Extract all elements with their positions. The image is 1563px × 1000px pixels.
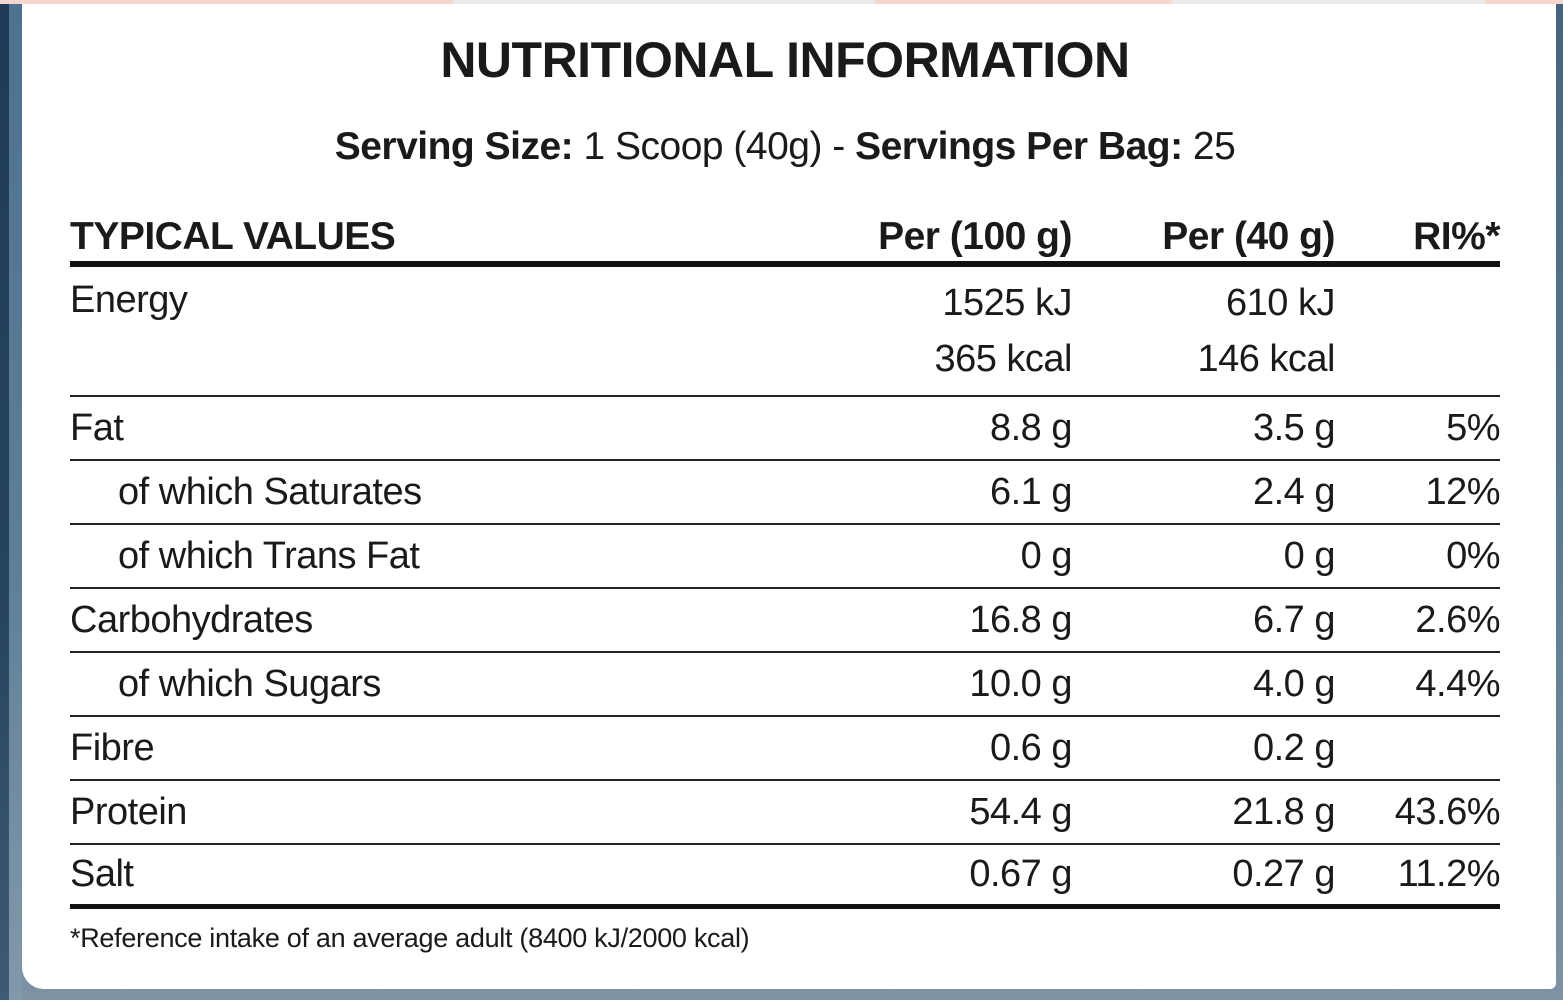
nutrition-card: NUTRITIONAL INFORMATION Serving Size: 1 … (22, 3, 1556, 989)
table-row: of which Saturates 6.1 g 2.4 g 12% (70, 461, 1501, 525)
row-label: of which Trans Fat (118, 534, 420, 577)
header-per-100g: Per (100 g) (878, 215, 1072, 258)
per100-value: 0.67 g (969, 853, 1072, 895)
per40-value: 2.4 g (1252, 470, 1336, 513)
per100-value: 10.0 g (969, 662, 1072, 705)
reference-intake-footnote: *Reference intake of an average adult (8… (70, 923, 750, 953)
top-strip-segment (1484, 0, 1563, 4)
top-strip-segment (453, 0, 876, 4)
table-row: Salt 0.67 g 0.27 g 11.2% (70, 845, 1501, 909)
table-row: of which Sugars 10.0 g 4.0 g 4.4% (70, 653, 1501, 717)
table-row: Fibre 0.6 g 0.2 g (70, 717, 1500, 781)
per40-value: 0.2 g (1252, 726, 1336, 769)
per40-value: 3.5 g (1252, 406, 1336, 449)
row-label: Protein (70, 790, 187, 833)
per40-value: 4.0 g (1252, 662, 1336, 705)
per100-value: 16.8 g (969, 598, 1072, 641)
row-label: of which Sugars (118, 662, 381, 705)
row-label: Carbohydrates (70, 598, 313, 641)
header-typical-values: TYPICAL VALUES (70, 215, 396, 258)
table-row: Carbohydrates 16.8 g 6.7 g 2.6% (70, 589, 1501, 653)
ri-value: 2.6% (1415, 598, 1500, 641)
top-decorative-strip (0, 0, 1563, 4)
per100-value: 8.8 g (989, 406, 1073, 449)
row-label: Energy (70, 279, 188, 321)
table-row: Protein 54.4 g 21.8 g 43.6% (70, 781, 1501, 845)
top-strip-segment (1172, 0, 1485, 4)
per40-value: 6.7 g (1252, 598, 1336, 641)
servings-per-bag-label: Servings Per Bag: (855, 125, 1183, 168)
per40-value: 0 g (1283, 534, 1336, 577)
header-per-40g: Per (40 g) (1162, 215, 1335, 258)
ri-value: 12% (1425, 470, 1500, 513)
per40-value: 610 kJ 146 kcal (1197, 281, 1335, 380)
ri-value: 0% (1446, 534, 1500, 577)
per100-value: 0.6 g (989, 726, 1073, 769)
top-strip-segment (0, 0, 454, 4)
row-label: of which Saturates (118, 470, 422, 513)
left-border-dark (0, 0, 9, 1000)
serving-size-label: Serving Size: (334, 125, 574, 168)
row-label: Fibre (70, 726, 155, 769)
page-title: NUTRITIONAL INFORMATION (440, 32, 1130, 88)
per100-value: 54.4 g (969, 790, 1072, 833)
per40-value: 21.8 g (1232, 790, 1335, 833)
top-strip-segment (875, 0, 1173, 4)
table-row: Energy 1525 kJ 365 kcal 610 kJ 146 kcal (70, 267, 1500, 397)
row-label: Fat (70, 406, 124, 449)
table-row: of which Trans Fat 0 g 0 g 0% (70, 525, 1501, 589)
table-row: Fat 8.8 g 3.5 g 5% (70, 397, 1501, 461)
row-label: Salt (70, 853, 134, 895)
ri-value: 11.2% (1397, 853, 1501, 895)
per100-value: 6.1 g (989, 470, 1073, 513)
ri-value: 4.4% (1415, 662, 1500, 705)
ri-value (1335, 267, 1500, 395)
serving-size-value: 1 Scoop (40g) - (573, 125, 856, 168)
left-border-light (9, 0, 22, 1000)
table-header-row: TYPICAL VALUES Per (100 g) Per (40 g) RI… (70, 215, 1501, 267)
table-body: Energy 1525 kJ 365 kcal 610 kJ 146 kcal Fat 8.… (70, 267, 1501, 909)
servings-per-bag-value: 25 (1182, 125, 1236, 168)
per100-value: 0 g (1020, 534, 1073, 577)
per100-value: 1525 kJ 365 kcal (934, 281, 1072, 380)
nutrition-table: TYPICAL VALUES Per (100 g) Per (40 g) RI… (70, 215, 1501, 909)
serving-line: Serving Size: 1 Scoop (40g) - Servings P… (70, 125, 1500, 169)
ri-value: 43.6% (1394, 790, 1501, 833)
per40-value: 0.27 g (1232, 853, 1335, 895)
header-ri-percent: RI%* (1413, 215, 1500, 258)
ri-value: 5% (1446, 406, 1500, 449)
